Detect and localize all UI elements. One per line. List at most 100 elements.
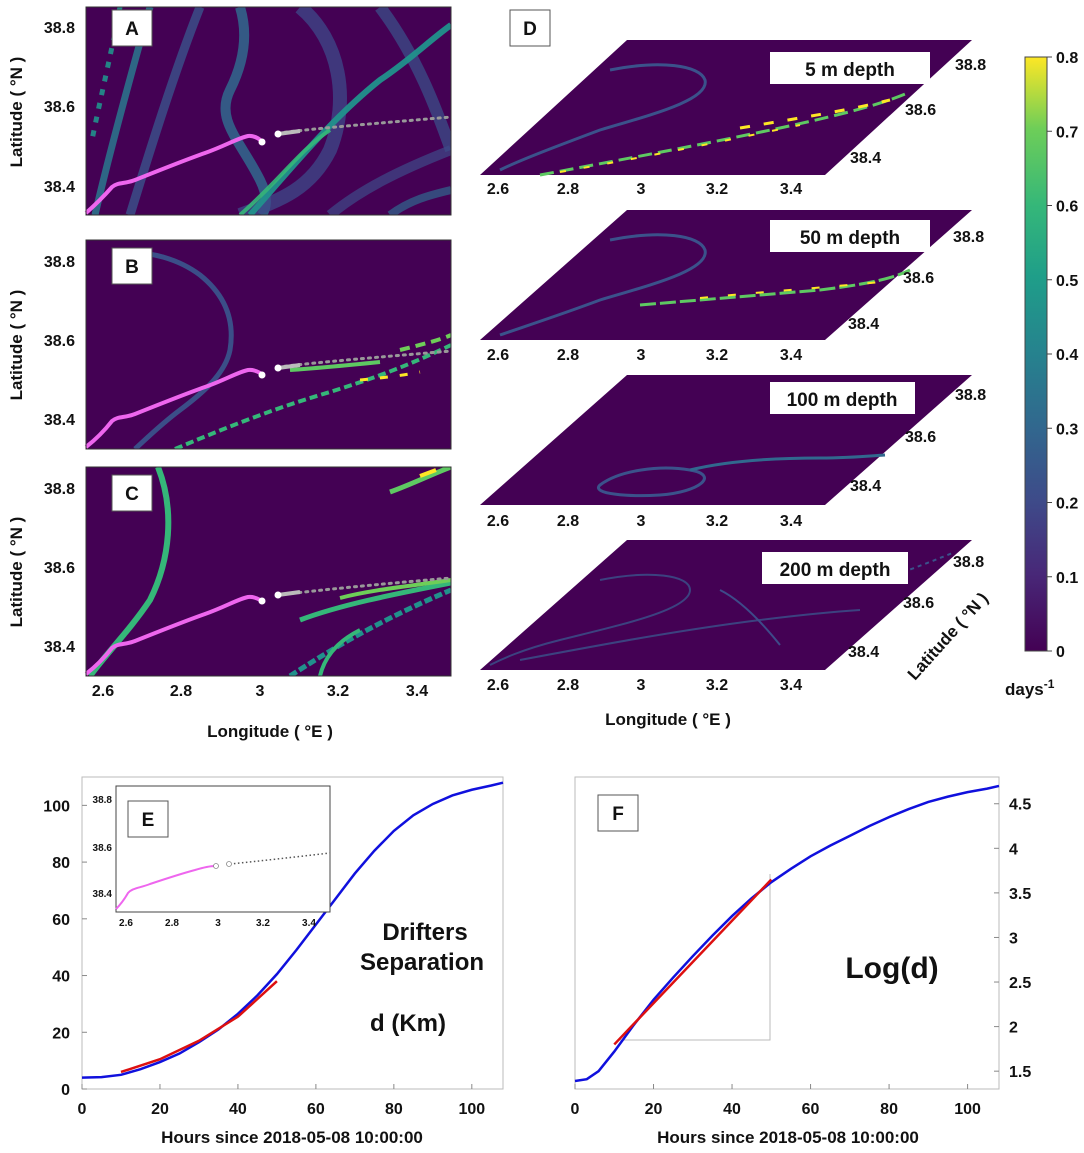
panel-e-inset-ytick: 38.8	[93, 795, 113, 806]
panel-e-label-box	[127, 800, 169, 838]
panel-c-drifter-pink	[84, 594, 263, 676]
panel-d-letter: D	[523, 19, 537, 40]
panel-a-drifter-end-pink	[258, 138, 266, 146]
panel-b-ridges	[119, 249, 451, 449]
panel-d-xtick: 2.8	[557, 347, 579, 364]
panel-d-xtick: 3.4	[780, 677, 802, 694]
panel-a-ytick: 38.4	[44, 179, 75, 196]
layer-100m: 100 m depth 2.6 2.8 3 3.2 3.4 38.4 38.6 …	[480, 375, 986, 530]
panel-f-fit-line	[613, 878, 773, 1046]
ytick-label: 4.5	[1009, 797, 1031, 814]
panel-d-xtick: 2.6	[487, 513, 509, 530]
xtick-label: 60	[802, 1101, 820, 1118]
panel-d-xtick: 3.4	[780, 347, 802, 364]
panel-b-letter: B	[125, 257, 139, 278]
panel-b-drifter-start-gray	[274, 364, 282, 372]
colorbar-tick-label: 0.7	[1056, 124, 1078, 141]
panel-e-inset-ytick: 38.6	[93, 843, 113, 854]
panel-c-xtick: 2.8	[170, 683, 192, 700]
xtick-label: 0	[78, 1101, 87, 1118]
panel-f-annotation: Log(d)	[845, 952, 938, 985]
panel-f-xticks: 0 20 40 60 80 100	[571, 1084, 981, 1118]
panel-d-xtick: 3.2	[706, 677, 728, 694]
panel-b-frame	[85, 239, 452, 450]
layer-5m: 5 m depth 2.6 2.8 3 3.2 3.4 38.4 38.6 38…	[480, 40, 986, 198]
layer-5m-label-box	[770, 52, 930, 84]
panel-d-ytick: 38.6	[905, 429, 936, 446]
xtick-label: 100	[458, 1101, 485, 1118]
panel-e-inset-xtick: 2.8	[165, 918, 179, 929]
panel-d-ytick: 38.6	[903, 270, 934, 287]
panel-e-xlabel: Hours since 2018-05-08 10:00:00	[161, 1128, 423, 1147]
panel-a: A 38.8 38.6 38.4 Latitude ( °N )	[7, 6, 453, 216]
xtick-label: 40	[229, 1101, 247, 1118]
xtick-label: 20	[645, 1101, 663, 1118]
panel-e-annotation-line1: Drifters	[382, 919, 467, 946]
panel-a-label-box	[111, 9, 153, 47]
panel-d-xtick: 2.6	[487, 181, 509, 198]
panel-d-xtick: 3.4	[780, 181, 802, 198]
panel-d-xtick: 3	[637, 513, 646, 530]
ytick-label: 60	[52, 912, 70, 929]
xtick-label: 80	[880, 1101, 898, 1118]
panel-d-xtick: 3	[637, 677, 646, 694]
xtick-label: 80	[385, 1101, 403, 1118]
layer-50m-label-box	[770, 220, 930, 252]
panel-e-xticks: 0 20 40 60 80 100	[78, 1084, 485, 1118]
xtick-label: 40	[723, 1101, 741, 1118]
colorbar-ticks: 0 0.1 0.2 0.3 0.4 0.5 0.6 0.7 0.8	[1047, 50, 1078, 661]
colorbar-tick-label: 0.2	[1056, 496, 1078, 513]
panel-b-drifter-end-pink	[258, 371, 266, 379]
panel-d-ytick: 38.6	[903, 595, 934, 612]
panel-a-ytick: 38.8	[44, 20, 75, 37]
panel-d-ytick: 38.8	[953, 554, 984, 571]
panel-b-drifter-pink	[84, 367, 263, 449]
panel-d-xtick: 3.2	[706, 181, 728, 198]
panel-d-ytick: 38.8	[955, 387, 986, 404]
colorbar-tick-label: 0.1	[1056, 570, 1078, 587]
panel-e-inset-xtick: 3.2	[256, 918, 270, 929]
panel-e-inset-xtick: 3.4	[302, 918, 316, 929]
panel-f-letter: F	[612, 804, 624, 825]
panel-f-fit-window	[617, 874, 771, 1041]
xtick-label: 0	[571, 1101, 580, 1118]
panel-c-ytick: 38.6	[44, 560, 75, 577]
ytick-label: 0	[61, 1082, 70, 1099]
colorbar-tick-label: 0.6	[1056, 199, 1078, 216]
panel-a-drifter-pink	[84, 133, 264, 215]
colorbar-tick-label: 0.4	[1056, 347, 1078, 364]
panel-c-drifter-gray	[276, 576, 453, 597]
panel-b: B 38.8 38.6 38.4 Latitude ( °N )	[7, 239, 453, 450]
panel-a-drifter-start-gray	[274, 130, 282, 138]
panel-d-ytick: 38.6	[905, 102, 936, 119]
layer-200m-label: 200 m depth	[780, 560, 891, 581]
layer-50m-label: 50 m depth	[800, 228, 900, 249]
panel-c-xtick: 3.4	[406, 683, 428, 700]
panel-b-ytick: 38.6	[44, 333, 75, 350]
panel-f-frame	[574, 776, 1000, 1090]
panel-e-yticks: 0 20 40 60 80 100	[43, 798, 87, 1099]
panel-d-xtick: 3	[637, 347, 646, 364]
panel-a-frame	[85, 6, 452, 216]
panel-e-inset-pink-drifter	[115, 865, 216, 910]
panel-d-xtick: 2.6	[487, 677, 509, 694]
panel-a-ytick: 38.6	[44, 99, 75, 116]
panel-e-letter: E	[142, 810, 155, 831]
panel-e: 0 20 40 60 80 100 0 20 40 60 80 100 Hours since 20…	[43, 776, 504, 1147]
layer-200m-label-box	[762, 552, 908, 584]
panel-c-xtick: 3.2	[327, 683, 349, 700]
panel-d-xtick: 2.8	[557, 513, 579, 530]
panel-c-xtick: 3	[256, 683, 265, 700]
ytick-label: 2	[1009, 1020, 1018, 1037]
colorbar-unit: days-1	[1005, 677, 1055, 699]
panel-d-xtick: 2.8	[557, 181, 579, 198]
panel-e-inset-xtick: 3	[215, 918, 221, 929]
ytick-label: 2.5	[1009, 975, 1031, 992]
panel-b-ylabel: Latitude ( °N )	[7, 290, 26, 401]
ytick-label: 40	[52, 969, 70, 986]
xtick-label: 20	[151, 1101, 169, 1118]
layer-100m-label-box	[770, 382, 915, 414]
ytick-label: 1.5	[1009, 1064, 1031, 1081]
layer-50m: 50 m depth 2.6 2.8 3 3.2 3.4 38.4 38.6 3…	[480, 210, 984, 364]
ytick-label: 100	[43, 798, 70, 815]
